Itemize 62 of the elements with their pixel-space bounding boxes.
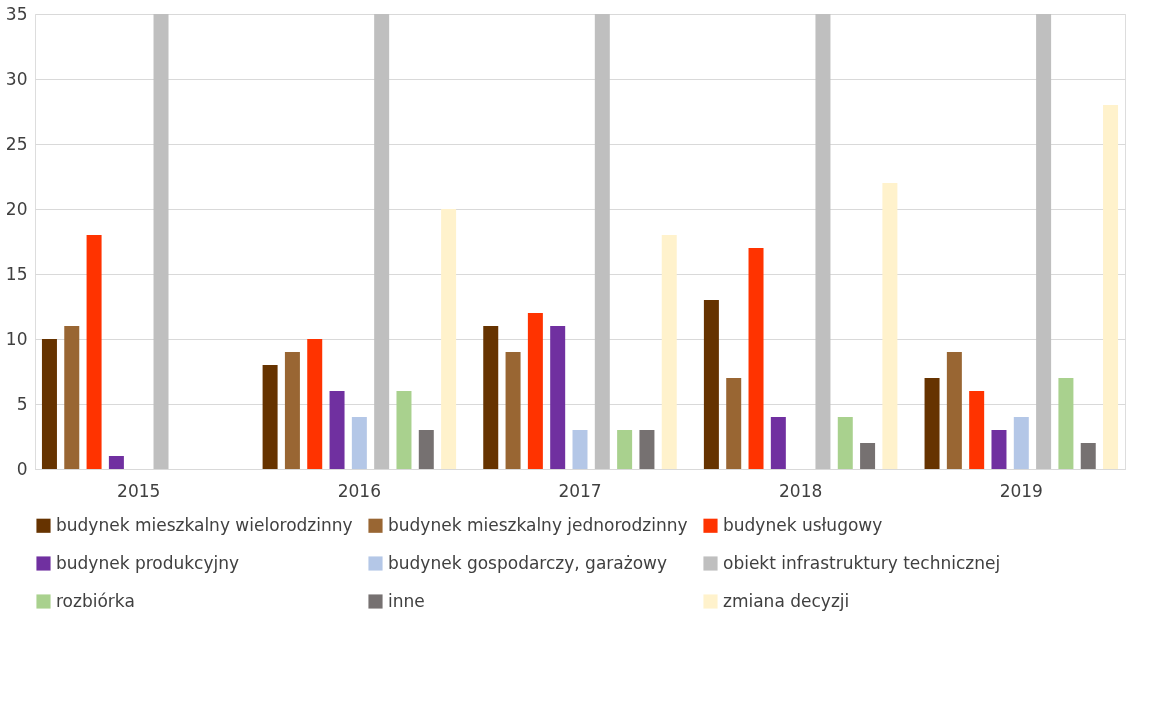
bar — [991, 430, 1007, 469]
bar — [418, 430, 434, 469]
bar — [351, 417, 367, 469]
bar — [284, 352, 300, 469]
bar — [860, 443, 876, 469]
bar — [262, 365, 278, 469]
x-tick-label: 2018 — [779, 480, 823, 501]
bar — [924, 378, 940, 469]
bar — [483, 326, 499, 469]
bar — [550, 326, 566, 469]
legend-label: budynek gospodarczy, garażowy — [388, 552, 668, 573]
bar — [1080, 443, 1096, 469]
x-tick-label: 2019 — [999, 480, 1043, 501]
bar — [1058, 378, 1074, 469]
bar — [374, 14, 390, 469]
legend-label: rozbiórka — [56, 590, 135, 611]
bar — [837, 417, 853, 469]
y-tick-label: 0 — [16, 458, 28, 479]
x-tick-label: 2017 — [558, 480, 602, 501]
legend-label: zmiana decyzji — [723, 590, 850, 611]
bar — [527, 313, 543, 469]
bar — [307, 339, 323, 469]
legend-label: obiekt infrastruktury technicznej — [723, 552, 1001, 573]
bar — [882, 183, 898, 469]
bar — [946, 352, 962, 469]
bar — [594, 14, 610, 469]
bar — [1103, 105, 1119, 469]
bar — [329, 391, 345, 469]
y-tick-label: 20 — [5, 198, 28, 219]
legend-label: budynek mieszkalny jednorodzinny — [388, 514, 688, 535]
y-tick-label: 15 — [5, 263, 28, 284]
y-tick-label: 35 — [5, 3, 28, 24]
legend-label: inne — [388, 590, 425, 611]
bar — [441, 209, 457, 469]
legend-label: budynek produkcyjny — [56, 552, 240, 573]
bar — [505, 352, 521, 469]
y-tick-label: 5 — [16, 393, 28, 414]
bar — [396, 391, 412, 469]
bar — [572, 430, 588, 469]
bar — [617, 430, 633, 469]
bar — [661, 235, 677, 469]
bar — [770, 417, 786, 469]
y-tick-label: 30 — [5, 68, 28, 89]
x-tick-label: 2016 — [337, 480, 381, 501]
y-tick-label: 10 — [5, 328, 28, 349]
bar — [703, 300, 719, 469]
bar — [726, 378, 742, 469]
bar — [748, 248, 764, 469]
bar — [86, 235, 102, 469]
legend-label: budynek usługowy — [723, 514, 883, 535]
y-tick-label: 25 — [5, 133, 28, 154]
bar — [108, 456, 124, 469]
bar — [153, 14, 169, 469]
bar — [1036, 14, 1052, 469]
x-tick-label: 2015 — [117, 480, 161, 501]
bar — [969, 391, 985, 469]
legend-label: budynek mieszkalny wielorodzinny — [56, 514, 353, 535]
bar — [815, 14, 831, 469]
bar — [1013, 417, 1029, 469]
bar — [64, 326, 80, 469]
bar — [41, 339, 57, 469]
bar — [639, 430, 655, 469]
